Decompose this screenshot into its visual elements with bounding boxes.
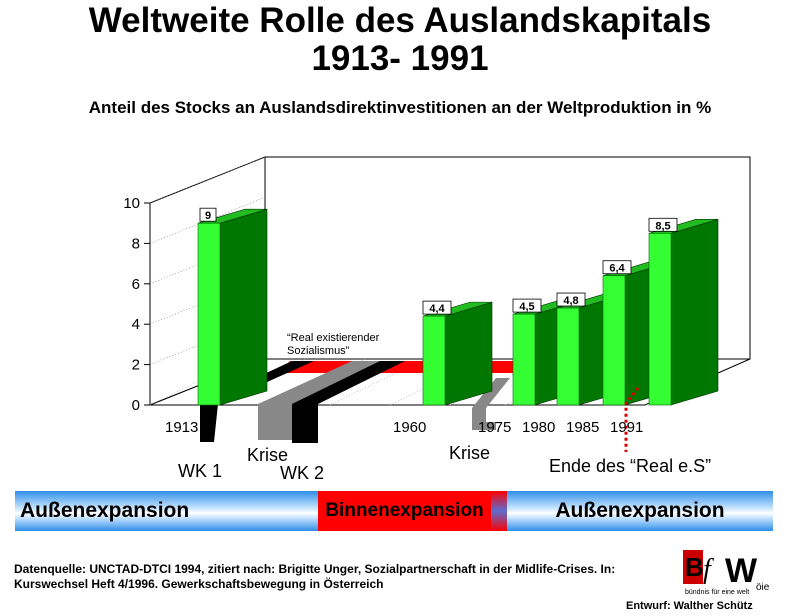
y-tick-label: 10 bbox=[123, 195, 140, 212]
svg-text:W: W bbox=[725, 552, 758, 590]
value-label: 4,4 bbox=[429, 303, 445, 315]
x-tick-label: 1960 bbox=[393, 419, 426, 436]
bar-front bbox=[512, 313, 536, 406]
band-aussenexpansion-1: Außenexpansion bbox=[15, 491, 318, 531]
x-tick-label: 1991 bbox=[610, 419, 643, 436]
wk1-post bbox=[200, 404, 218, 442]
value-label-box bbox=[422, 300, 452, 315]
x-tick-label: 1913 bbox=[165, 419, 198, 436]
chart-title-line1: Weltweite Rolle des Auslandskapitals bbox=[88, 1, 712, 40]
bar-side bbox=[670, 218, 719, 406]
ende-marker bbox=[624, 387, 640, 452]
value-label-box bbox=[648, 217, 678, 232]
value-label: 4,8 bbox=[563, 295, 578, 307]
annotation-krise2: Krise bbox=[449, 443, 490, 463]
x-tick-label: 1980 bbox=[522, 419, 555, 436]
value-label-box bbox=[602, 260, 632, 275]
krise2-foot bbox=[472, 422, 496, 430]
value-label: 4,5 bbox=[519, 301, 534, 313]
axis-layer: 0 2 4 6 8 10 1913 1960 1975 1980 1985 1991 bbox=[123, 195, 643, 436]
bar-front bbox=[556, 307, 580, 406]
y-tick-label: 4 bbox=[132, 316, 140, 333]
bar-side bbox=[444, 301, 493, 406]
bar-layer: 9 4,4 4,5 4,8 6,4 8,5 bbox=[197, 207, 719, 406]
annotation-ende: Ende des “Real e.S” bbox=[549, 456, 711, 476]
svg-text:bündnis für eine welt: bündnis für eine welt bbox=[685, 589, 749, 596]
y-tick-label: 0 bbox=[132, 397, 140, 414]
chart-title-line2: 1913- 1991 bbox=[311, 39, 489, 78]
value-label: 9 bbox=[205, 210, 211, 222]
value-label-box bbox=[556, 292, 586, 307]
krise1-diagonal bbox=[258, 361, 385, 404]
band-binnenexpansion: Binnenexpansion bbox=[318, 491, 491, 531]
y-tick-label: 8 bbox=[132, 235, 140, 252]
annotation-wk2: WK 2 bbox=[280, 463, 324, 483]
bar-front bbox=[602, 275, 626, 406]
x-tick-label: 1975 bbox=[478, 419, 511, 436]
value-label: 6,4 bbox=[609, 263, 625, 275]
bar-front bbox=[197, 222, 221, 406]
wk2-post bbox=[292, 404, 318, 443]
x-tick-label: 1985 bbox=[566, 419, 599, 436]
krise2-diagonal bbox=[472, 378, 510, 408]
krise1-post bbox=[258, 404, 293, 440]
annotation-real-soz-1: “Real existierender bbox=[287, 332, 380, 344]
value-label-box bbox=[512, 298, 542, 313]
svg-text:B: B bbox=[685, 552, 704, 582]
bar-front bbox=[422, 315, 446, 406]
svg-text:öie: öie bbox=[756, 582, 770, 593]
bar-front bbox=[648, 233, 672, 406]
svg-text:f: f bbox=[703, 554, 714, 585]
bfw-logo: B f W öie bündnis für eine welt bbox=[683, 550, 770, 596]
value-label-box bbox=[199, 207, 217, 222]
source-note: Datenquelle: UNCTAD-DTCI 1994, zitiert n… bbox=[14, 562, 616, 591]
band-transition bbox=[491, 491, 507, 531]
author-credit: Entwurf: Walther Schütz bbox=[626, 600, 753, 612]
annotation-real-soz-2: Sozialismus” bbox=[287, 345, 350, 357]
y-tick-label: 6 bbox=[132, 276, 140, 293]
bar-1991: 8,5 bbox=[648, 217, 719, 406]
bar-side bbox=[219, 208, 268, 406]
annotation-krise1: Krise bbox=[247, 445, 288, 465]
value-label: 8,5 bbox=[655, 220, 670, 232]
y-tick-label: 2 bbox=[132, 357, 140, 374]
bar-1960: 4,4 bbox=[422, 300, 493, 406]
annotation-wk1: WK 1 bbox=[178, 461, 222, 481]
chart-subtitle: Anteil des Stocks an Auslandsdirektinves… bbox=[88, 98, 712, 117]
bar-1913: 9 bbox=[197, 207, 268, 406]
band-aussenexpansion-2: Außenexpansion bbox=[507, 491, 773, 531]
wk2-diagonal bbox=[292, 361, 405, 404]
